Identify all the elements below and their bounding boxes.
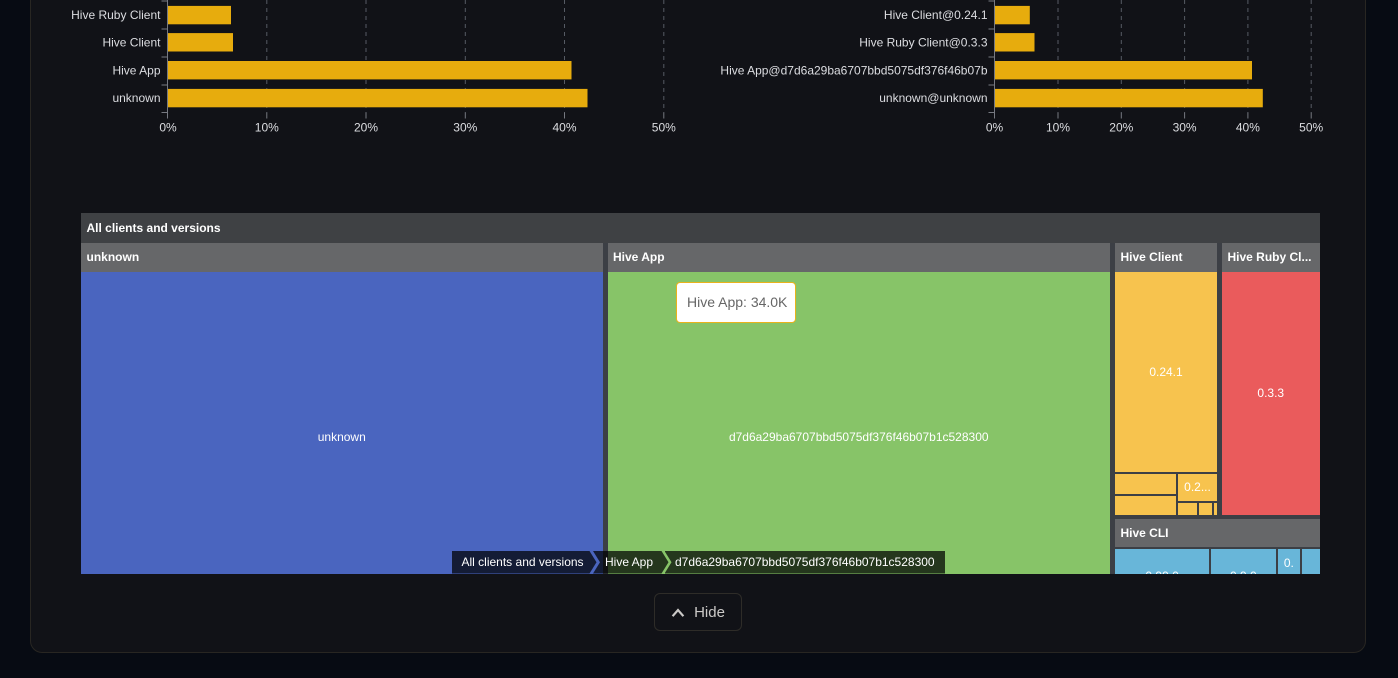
svg-text:Hive Ruby Client@0.3.3: Hive Ruby Client@0.3.3 [859, 35, 988, 49]
svg-text:0%: 0% [159, 121, 177, 135]
svg-text:unknown: unknown [112, 91, 160, 105]
svg-text:Hive App@d7d6a29ba6707bbd5075d: Hive App@d7d6a29ba6707bbd5075df376f46b07… [720, 63, 987, 77]
svg-text:20%: 20% [1109, 121, 1133, 135]
svg-text:30%: 30% [1173, 121, 1197, 135]
svg-text:40%: 40% [1236, 121, 1260, 135]
svg-text:Hive App: Hive App [112, 63, 160, 77]
svg-text:50%: 50% [652, 121, 676, 135]
svg-text:30%: 30% [453, 121, 477, 135]
svg-text:50%: 50% [1299, 121, 1323, 135]
svg-text:20%: 20% [354, 121, 378, 135]
svg-text:Hive Ruby Client: Hive Ruby Client [71, 8, 161, 22]
svg-text:40%: 40% [552, 121, 576, 135]
svg-text:10%: 10% [255, 121, 279, 135]
svg-text:unknown@unknown: unknown@unknown [879, 91, 987, 105]
svg-text:10%: 10% [1046, 121, 1070, 135]
svg-text:Hive Client: Hive Client [102, 35, 161, 49]
svg-text:0%: 0% [986, 121, 1004, 135]
svg-text:Hive Client@0.24.1: Hive Client@0.24.1 [884, 8, 988, 22]
